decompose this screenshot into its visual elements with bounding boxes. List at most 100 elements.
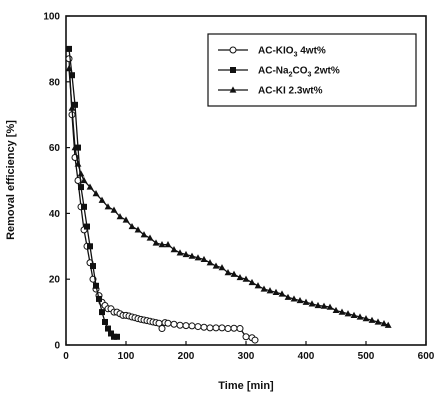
data-point bbox=[170, 245, 178, 253]
data-point bbox=[128, 222, 136, 230]
data-point bbox=[69, 72, 75, 79]
data-point bbox=[90, 263, 96, 270]
y-axis-label: Removal efficiency [%] bbox=[5, 120, 17, 240]
x-tick-label: 0 bbox=[63, 351, 69, 362]
legend-marker bbox=[229, 46, 237, 54]
data-point bbox=[320, 302, 328, 309]
data-point bbox=[65, 65, 73, 72]
data-point bbox=[344, 310, 352, 317]
data-point bbox=[290, 295, 298, 302]
data-point bbox=[308, 300, 316, 307]
data-point bbox=[251, 336, 259, 344]
data-point bbox=[230, 324, 238, 332]
data-point bbox=[122, 216, 130, 223]
x-axis-label: Time [min] bbox=[218, 380, 274, 392]
series-ac-na2co3-2wt bbox=[66, 45, 120, 340]
data-point bbox=[74, 160, 82, 167]
data-point bbox=[158, 325, 166, 333]
data-point bbox=[182, 250, 190, 258]
data-point bbox=[194, 254, 202, 261]
data-point bbox=[374, 318, 382, 325]
legend-marker bbox=[229, 86, 237, 93]
data-point bbox=[368, 316, 376, 323]
data-point bbox=[80, 176, 88, 184]
series-layer bbox=[65, 45, 392, 344]
axis-ticks: 0 100 200 300 400 500 600 0 20 40 60 80 100 bbox=[43, 12, 434, 363]
data-point bbox=[66, 45, 72, 52]
legend-entry: AC-KI 2.3wt% bbox=[218, 86, 323, 97]
data-point bbox=[242, 275, 250, 282]
data-point bbox=[108, 330, 114, 337]
data-point bbox=[362, 315, 370, 322]
data-point bbox=[384, 321, 392, 328]
x-tick-label: 500 bbox=[358, 351, 375, 362]
data-point bbox=[194, 323, 202, 331]
data-point bbox=[272, 288, 280, 295]
data-point bbox=[105, 325, 111, 332]
data-point bbox=[356, 313, 364, 320]
y-tick-label: 100 bbox=[43, 12, 60, 23]
legend-label: AC-KIO3 4wt% bbox=[258, 46, 326, 59]
data-point bbox=[188, 252, 196, 259]
data-point bbox=[350, 311, 358, 318]
data-point bbox=[81, 203, 87, 210]
data-point bbox=[104, 203, 112, 210]
data-point bbox=[338, 308, 346, 315]
x-tick-label: 400 bbox=[298, 351, 315, 362]
data-point bbox=[284, 293, 292, 300]
data-point bbox=[266, 287, 274, 294]
data-point bbox=[78, 184, 84, 191]
data-point bbox=[65, 55, 73, 63]
data-point bbox=[200, 323, 208, 331]
data-point bbox=[164, 319, 172, 327]
data-point bbox=[212, 324, 220, 332]
data-point bbox=[176, 321, 184, 329]
data-point bbox=[110, 206, 118, 213]
data-point bbox=[99, 309, 105, 316]
data-point bbox=[278, 290, 286, 297]
data-point bbox=[224, 325, 232, 333]
data-point bbox=[176, 249, 184, 256]
legend-marker bbox=[230, 67, 236, 73]
data-point bbox=[84, 223, 90, 230]
data-point bbox=[236, 325, 244, 333]
data-point bbox=[72, 101, 78, 108]
data-point bbox=[218, 264, 226, 271]
y-tick-label: 60 bbox=[49, 143, 61, 154]
x-tick-label: 200 bbox=[178, 351, 195, 362]
data-point bbox=[75, 144, 81, 151]
data-point bbox=[242, 333, 250, 341]
data-point bbox=[98, 196, 106, 203]
data-point bbox=[296, 296, 304, 304]
data-point bbox=[248, 278, 256, 286]
data-point bbox=[134, 226, 142, 233]
series-ac-kio3-4wt bbox=[65, 55, 259, 344]
data-point bbox=[182, 322, 190, 330]
data-point bbox=[158, 241, 166, 248]
data-point bbox=[236, 273, 244, 281]
data-point bbox=[164, 241, 172, 248]
data-point bbox=[224, 269, 232, 276]
x-tick-label: 300 bbox=[238, 351, 255, 362]
data-point bbox=[92, 190, 100, 197]
data-point bbox=[170, 320, 178, 328]
data-point bbox=[77, 170, 85, 177]
data-point bbox=[93, 282, 99, 289]
data-point bbox=[71, 144, 79, 151]
data-point bbox=[212, 262, 220, 269]
legend-label: AC-Na2CO3 2wt% bbox=[258, 66, 340, 79]
data-point bbox=[302, 298, 310, 305]
data-point bbox=[114, 333, 120, 340]
data-point bbox=[254, 282, 262, 289]
legend-entry: AC-KIO3 4wt% bbox=[218, 46, 326, 59]
data-point bbox=[380, 320, 388, 327]
data-point bbox=[260, 285, 268, 292]
data-point bbox=[314, 301, 322, 309]
data-point bbox=[332, 306, 340, 314]
data-point bbox=[140, 231, 148, 238]
data-point bbox=[188, 322, 196, 330]
series-ac-ki-2-3wt bbox=[65, 65, 392, 328]
data-point bbox=[86, 183, 94, 190]
legend: AC-KIO3 4wt% AC-Na2CO3 2wt% AC-KI 2.3wt% bbox=[207, 33, 417, 107]
